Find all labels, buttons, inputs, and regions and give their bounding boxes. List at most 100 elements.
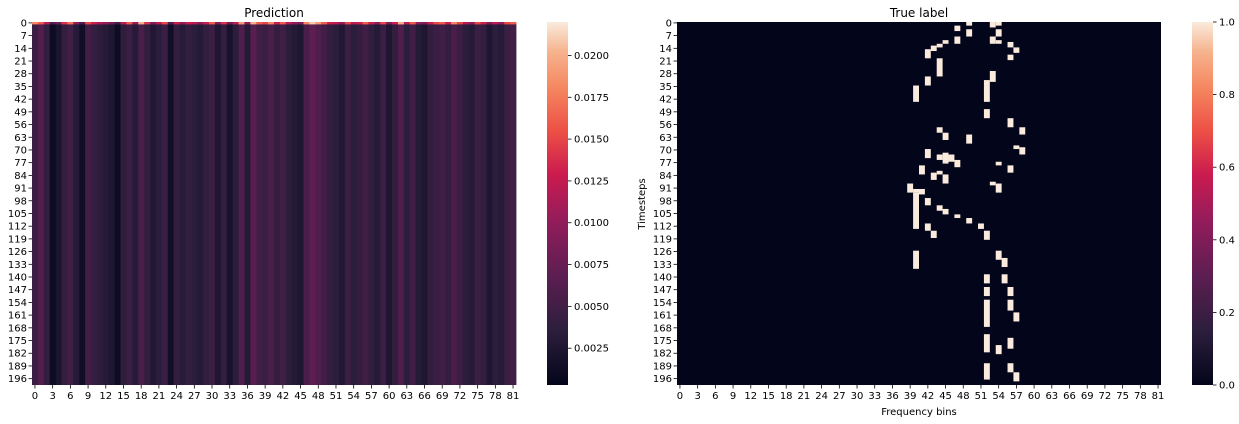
prediction-first-row-cell-32 (220, 22, 228, 25)
prediction-first-row-cell-45 (297, 22, 304, 25)
prediction-column-25 (179, 23, 186, 385)
prediction-first-row-cell-11 (96, 22, 104, 25)
prediction-first-row-cell-61 (392, 22, 399, 25)
prediction-column-34 (232, 23, 239, 385)
x-tick-label: 57 (1010, 391, 1023, 402)
prediction-column-69 (439, 23, 446, 385)
true-label-active-cell (954, 159, 961, 168)
prediction-column-81 (510, 23, 517, 385)
prediction-first-row-cell-5 (61, 22, 68, 25)
prediction-first-row-cell-10 (91, 22, 98, 25)
y-tick-label: 28 (14, 69, 27, 80)
x-tick-label: 54 (347, 391, 360, 402)
true-label-active-cell (936, 127, 943, 133)
prediction-first-row-cell-9 (85, 22, 92, 25)
y-tick-label: 35 (14, 82, 27, 93)
y-axis-label: Timesteps (637, 178, 648, 230)
true-label-active-cell (1007, 165, 1014, 173)
x-tick-label: 66 (1063, 391, 1076, 402)
true-label-colorbar-ticks: 0.0 0.2 0.4 0.6 0.8 1.0 (1213, 18, 1235, 392)
y-tick-label: 91 (659, 184, 672, 195)
true-label-active-cell (966, 134, 973, 144)
true-label-active-cell (1013, 312, 1020, 322)
prediction-first-row-cell-39 (262, 22, 269, 25)
prediction-first-row-cell-8 (79, 22, 86, 25)
y-tick-label: 84 (659, 171, 672, 182)
prediction-first-row-cell-25 (179, 22, 186, 25)
prediction-column-26 (185, 23, 192, 385)
y-tick-label: 154 (8, 298, 27, 309)
prediction-first-row-cell-46 (303, 22, 310, 25)
prediction-first-row-cell-47 (309, 22, 316, 25)
x-tick-label: 27 (188, 391, 201, 402)
colorbar-tick-label: 0.0100 (574, 218, 609, 229)
prediction-first-row-cell-40 (268, 22, 275, 25)
x-tick-label: 36 (886, 391, 899, 402)
y-tick-label: 63 (659, 133, 672, 144)
prediction-column-22 (161, 23, 169, 385)
prediction-first-row-cell-59 (380, 22, 387, 25)
prediction-first-row-cell-79 (498, 22, 505, 25)
prediction-first-row-cell-24 (173, 22, 180, 25)
prediction-first-row-cell-42 (279, 22, 287, 25)
true-label-active-cell (1007, 41, 1014, 48)
prediction-column-20 (150, 23, 157, 385)
true-label-active-cell (1007, 118, 1014, 128)
y-tick-label: 140 (8, 273, 27, 284)
y-tick-label: 0 (21, 18, 27, 29)
true-label-active-cell (995, 40, 1002, 44)
x-tick-label: 78 (1134, 391, 1147, 402)
true-label-active-cell (936, 170, 943, 175)
prediction-first-row-cell-81 (510, 22, 517, 25)
y-tick-label: 147 (8, 285, 27, 296)
prediction-column-42 (279, 23, 287, 385)
prediction-first-row-cell-12 (102, 22, 110, 25)
prediction-column-3 (49, 23, 57, 385)
prediction-column-13 (108, 23, 116, 385)
x-tick-label: 69 (436, 391, 449, 402)
prediction-column-50 (327, 23, 334, 385)
prediction-first-row-cell-77 (486, 22, 493, 25)
prediction-column-21 (155, 23, 163, 385)
y-tick-label: 98 (14, 196, 27, 207)
prediction-column-44 (291, 23, 299, 385)
chart-title-true-label: True label (889, 6, 948, 20)
x-tick-label: 48 (312, 391, 325, 402)
true-label-active-cell (913, 250, 919, 269)
y-tick-label: 133 (8, 260, 27, 271)
prediction-first-row-cell-67 (427, 22, 434, 25)
y-tick-label: 112 (653, 222, 672, 233)
true-label-active-cell (989, 71, 996, 82)
x-tick-label: 42 (921, 391, 934, 402)
true-label-active-cell (924, 223, 931, 231)
prediction-first-row-cell-13 (108, 22, 116, 25)
x-tick-label: 0 (32, 391, 38, 402)
y-tick-label: 77 (659, 158, 672, 169)
prediction-column-64 (409, 23, 417, 385)
y-tick-label: 182 (8, 349, 27, 360)
colorbar-tick-label: 0.0200 (574, 51, 609, 62)
x-axis-label: Frequency bins (881, 407, 957, 418)
true-label-active-cell (983, 85, 990, 102)
true-label-active-cell (983, 363, 990, 380)
prediction-column-7 (73, 23, 80, 385)
x-tick-label: 45 (939, 391, 952, 402)
prediction-column-78 (492, 23, 499, 385)
true-label-active-cell (913, 85, 919, 102)
prediction-column-79 (498, 23, 505, 385)
prediction-column-47 (309, 23, 316, 385)
prediction-column-65 (415, 23, 422, 385)
prediction-first-row-cell-2 (43, 22, 51, 25)
prediction-column-18 (138, 23, 145, 385)
y-tick-label: 147 (653, 285, 672, 296)
prediction-column-71 (451, 23, 458, 385)
prediction-column-58 (374, 23, 381, 385)
prediction-column-59 (380, 23, 387, 385)
true-label-active-cell (1013, 47, 1020, 53)
prediction-column-5 (61, 23, 68, 385)
x-tick-label: 51 (975, 391, 988, 402)
prediction-column-10 (91, 23, 98, 385)
colorbar-tick-label: 0.0 (1219, 381, 1235, 392)
y-tick-label: 189 (8, 361, 27, 372)
